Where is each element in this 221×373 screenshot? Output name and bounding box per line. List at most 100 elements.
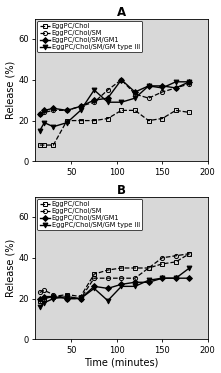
EggPC/Chol/SM/GM1 <box>93 284 95 289</box>
EggPC/Chol <box>147 266 150 270</box>
EggPC/Chol <box>93 118 95 123</box>
EggPC/Chol <box>52 294 55 299</box>
Line: EggPC/Chol/SM/GM1: EggPC/Chol/SM/GM1 <box>38 78 192 116</box>
EggPC/Chol/SM/GM1 <box>52 106 55 110</box>
EggPC/Chol/SM/GM1 <box>161 276 164 280</box>
EggPC/Chol/SM/GM1 <box>147 280 150 285</box>
EggPC/Chol/SM/GM1 <box>120 282 123 286</box>
Line: EggPC/Chol: EggPC/Chol <box>38 108 192 147</box>
EggPC/Chol <box>107 268 109 272</box>
EggPC/Chol/SM/GM type III <box>43 300 46 305</box>
EggPC/Chol <box>66 292 68 297</box>
EggPC/Chol <box>38 298 41 303</box>
EggPC/Chol/SM <box>43 288 46 293</box>
EggPC/Chol/SM/GM type III <box>147 84 150 88</box>
EggPC/Chol <box>43 297 46 301</box>
EggPC/Chol/SM <box>52 108 55 113</box>
EggPC/Chol/SM/GM type III <box>188 79 191 84</box>
EggPC/Chol/SM <box>79 104 82 109</box>
EggPC/Chol <box>66 118 68 123</box>
EggPC/Chol <box>93 272 95 276</box>
Y-axis label: Release (%): Release (%) <box>6 61 15 119</box>
EggPC/Chol/SM/GM1 <box>79 104 82 109</box>
EggPC/Chol/SM/GM type III <box>79 108 82 113</box>
EggPC/Chol/SM/GM1 <box>107 96 109 100</box>
EggPC/Chol/SM/GM type III <box>93 286 95 291</box>
EggPC/Chol/SM <box>52 292 55 297</box>
EggPC/Chol/SM <box>175 86 177 90</box>
Line: EggPC/Chol/SM: EggPC/Chol/SM <box>38 78 192 116</box>
EggPC/Chol/SM <box>38 290 41 295</box>
EggPC/Chol <box>161 262 164 266</box>
EggPC/Chol <box>134 266 136 270</box>
EggPC/Chol/SM/GM type III <box>107 298 109 303</box>
EggPC/Chol/SM <box>66 108 68 113</box>
EggPC/Chol <box>188 110 191 115</box>
EggPC/Chol/SM/GM type III <box>52 297 55 301</box>
EggPC/Chol/SM <box>93 100 95 104</box>
EggPC/Chol/SM/GM type III <box>134 96 136 100</box>
EggPC/Chol <box>43 143 46 147</box>
EggPC/Chol <box>120 266 123 270</box>
Line: EggPC/Chol/SM/GM type III: EggPC/Chol/SM/GM type III <box>37 79 192 133</box>
EggPC/Chol/SM <box>134 92 136 96</box>
EggPC/Chol/SM <box>107 276 109 280</box>
EggPC/Chol/SM/GM1 <box>134 280 136 285</box>
EggPC/Chol/SM/GM type III <box>52 125 55 129</box>
Legend: EggPC/Chol, EggPC/Chol/SM, EggPC/Chol/SM/GM1, EggPC/Chol/SM/GM type III: EggPC/Chol, EggPC/Chol/SM, EggPC/Chol/SM… <box>37 21 142 52</box>
EggPC/Chol <box>79 294 82 299</box>
EggPC/Chol <box>38 143 41 147</box>
EggPC/Chol/SM/GM type III <box>107 100 109 104</box>
EggPC/Chol/SM <box>134 276 136 280</box>
EggPC/Chol <box>147 118 150 123</box>
EggPC/Chol/SM/GM1 <box>147 84 150 88</box>
Line: EggPC/Chol/SM: EggPC/Chol/SM <box>38 252 192 301</box>
EggPC/Chol <box>52 143 55 147</box>
EggPC/Chol/SM/GM type III <box>175 276 177 280</box>
EggPC/Chol/SM/GM type III <box>38 129 41 133</box>
EggPC/Chol/SM/GM1 <box>66 108 68 113</box>
EggPC/Chol/SM/GM type III <box>43 120 46 125</box>
EggPC/Chol/SM/GM type III <box>38 304 41 309</box>
EggPC/Chol/SM/GM1 <box>52 294 55 299</box>
EggPC/Chol/SM <box>188 82 191 86</box>
EggPC/Chol/SM/GM1 <box>175 86 177 90</box>
EggPC/Chol/SM <box>147 96 150 100</box>
EggPC/Chol/SM <box>188 251 191 256</box>
EggPC/Chol <box>175 108 177 113</box>
Line: EggPC/Chol/SM/GM1: EggPC/Chol/SM/GM1 <box>38 276 192 301</box>
EggPC/Chol <box>161 116 164 121</box>
EggPC/Chol <box>79 118 82 123</box>
Line: EggPC/Chol: EggPC/Chol <box>38 252 192 303</box>
EggPC/Chol/SM/GM type III <box>66 294 68 299</box>
EggPC/Chol/SM <box>120 276 123 280</box>
EggPC/Chol/SM/GM1 <box>38 112 41 117</box>
EggPC/Chol/SM/GM type III <box>161 86 164 90</box>
EggPC/Chol/SM/GM1 <box>93 98 95 103</box>
EggPC/Chol/SM/GM1 <box>107 286 109 291</box>
EggPC/Chol/SM <box>43 110 46 115</box>
EggPC/Chol/SM <box>120 78 123 82</box>
EggPC/Chol/SM/GM type III <box>120 284 123 289</box>
EggPC/Chol <box>107 116 109 121</box>
EggPC/Chol <box>188 251 191 256</box>
EggPC/Chol/SM <box>79 297 82 301</box>
EggPC/Chol/SM/GM1 <box>161 84 164 88</box>
EggPC/Chol/SM/GM type III <box>66 120 68 125</box>
EggPC/Chol/SM/GM type III <box>134 284 136 289</box>
EggPC/Chol/SM <box>161 256 164 260</box>
EggPC/Chol/SM/GM1 <box>120 78 123 82</box>
EggPC/Chol/SM <box>93 276 95 280</box>
EggPC/Chol/SM <box>161 90 164 94</box>
X-axis label: Time (minutes): Time (minutes) <box>84 357 159 367</box>
EggPC/Chol/SM/GM type III <box>93 88 95 92</box>
EggPC/Chol/SM <box>107 88 109 92</box>
Line: EggPC/Chol/SM/GM type III: EggPC/Chol/SM/GM type III <box>37 266 192 309</box>
Title: B: B <box>117 184 126 197</box>
Legend: EggPC/Chol, EggPC/Chol/SM, EggPC/Chol/SM/GM1, EggPC/Chol/SM/GM type III: EggPC/Chol, EggPC/Chol/SM, EggPC/Chol/SM… <box>37 198 142 230</box>
EggPC/Chol/SM/GM1 <box>79 297 82 301</box>
Title: A: A <box>117 6 126 19</box>
EggPC/Chol/SM/GM1 <box>188 79 191 84</box>
EggPC/Chol/SM/GM1 <box>134 90 136 94</box>
EggPC/Chol/SM/GM type III <box>175 79 177 84</box>
